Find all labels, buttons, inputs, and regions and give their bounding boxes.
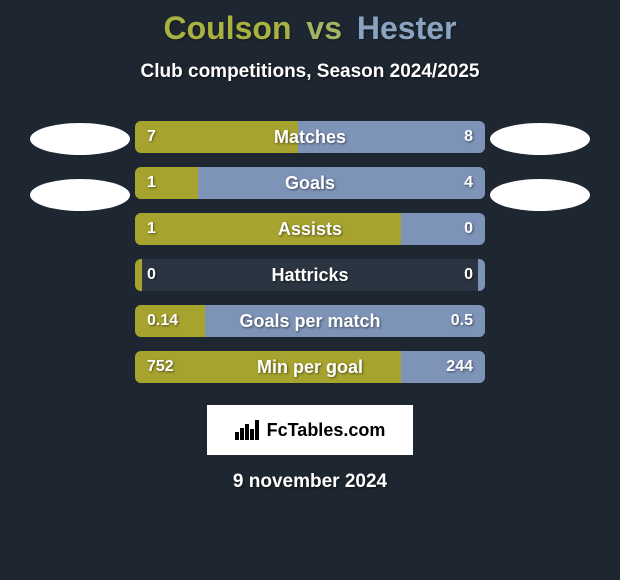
stat-row: Matches7 8 xyxy=(135,121,485,153)
avatar-ellipse xyxy=(490,179,590,211)
content: Matches78Goals14Assists10Hattricks00Goal… xyxy=(0,121,620,383)
stat-label: Hattricks xyxy=(135,259,485,291)
stat-value-right: 4 xyxy=(464,167,473,199)
avatar-ellipse xyxy=(30,179,130,211)
date: 9 november 2024 xyxy=(0,471,620,493)
stat-label: Goals per match xyxy=(135,305,485,337)
stat-value-right: 244 xyxy=(446,351,473,383)
stat-value-left: 0 xyxy=(147,259,156,291)
stat-value-left: 7 xyxy=(147,121,156,153)
avatar-column-left xyxy=(25,121,135,211)
stat-label: Goals xyxy=(135,167,485,199)
stat-value-left: 0.14 xyxy=(147,305,178,337)
stat-row: Hattricks0 0 xyxy=(135,259,485,291)
branding-text: FcTables.com xyxy=(267,420,386,441)
stat-label: Matches xyxy=(135,121,485,153)
stat-value-right: 0 xyxy=(464,213,473,245)
avatar-ellipse xyxy=(490,123,590,155)
stat-value-right: 0.5 xyxy=(451,305,473,337)
stat-label: Assists xyxy=(135,213,485,245)
stat-row: Goals1 4 xyxy=(135,167,485,199)
avatar-ellipse xyxy=(30,123,130,155)
stat-row: Assists1 0 xyxy=(135,213,485,245)
stat-row: Min per goal752 244 xyxy=(135,351,485,383)
title-player2: Hester xyxy=(357,10,457,46)
stat-value-left: 752 xyxy=(147,351,174,383)
bars-icon xyxy=(235,420,261,440)
stat-row: Goals per match0.14 0.5 xyxy=(135,305,485,337)
branding: FcTables.com xyxy=(207,405,413,455)
page-title: Coulson vs Hester xyxy=(0,0,620,47)
stat-value-left: 1 xyxy=(147,167,156,199)
stat-value-left: 1 xyxy=(147,213,156,245)
avatar-column-right xyxy=(485,121,595,211)
title-vs: vs xyxy=(300,10,348,46)
stat-value-right: 8 xyxy=(464,121,473,153)
title-player1: Coulson xyxy=(164,10,292,46)
stat-bars: Matches78Goals14Assists10Hattricks00Goal… xyxy=(135,121,485,383)
stat-value-right: 0 xyxy=(464,259,473,291)
stat-label: Min per goal xyxy=(135,351,485,383)
subtitle: Club competitions, Season 2024/2025 xyxy=(0,61,620,83)
